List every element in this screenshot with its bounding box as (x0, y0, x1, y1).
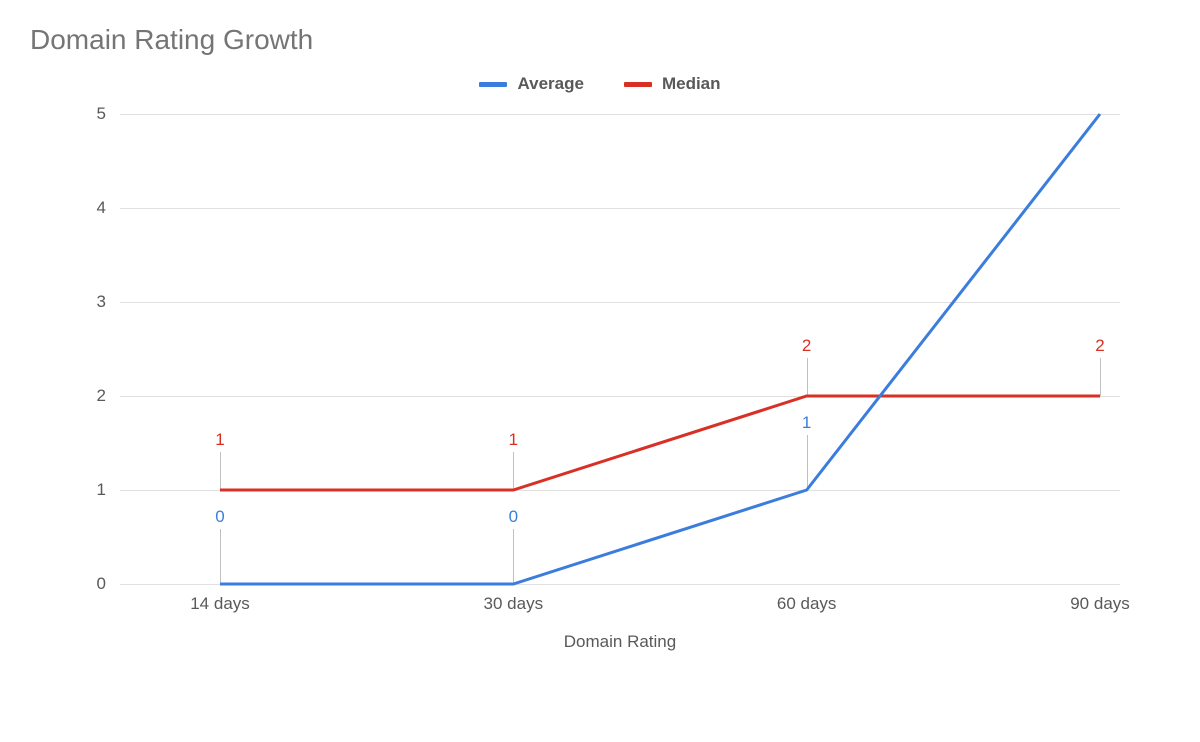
y-tick-label: 3 (97, 292, 120, 312)
legend-item-median[interactable]: Median (624, 74, 721, 94)
chart-title: Domain Rating Growth (30, 24, 1160, 56)
legend-item-average[interactable]: Average (479, 74, 583, 94)
chart-legend: Average Median (40, 74, 1160, 94)
y-tick-label: 2 (97, 386, 120, 406)
legend-swatch-median (624, 82, 652, 87)
x-tick-label: 60 days (777, 584, 837, 614)
legend-label-average: Average (517, 74, 583, 94)
series-line-median (220, 396, 1100, 490)
series-line-average (220, 114, 1100, 584)
y-tick-label: 5 (97, 104, 120, 124)
x-tick-label: 30 days (484, 584, 544, 614)
y-tick-label: 1 (97, 480, 120, 500)
y-tick-label: 4 (97, 198, 120, 218)
chart-container: Domain Rating Growth Average Median 0 1 2 3… (0, 0, 1200, 742)
x-axis-title: Domain Rating (120, 632, 1120, 652)
chart-lines (120, 114, 1120, 584)
x-tick-label: 14 days (190, 584, 250, 614)
y-tick-label: 0 (97, 574, 120, 594)
legend-label-median: Median (662, 74, 721, 94)
plot-area: 01234514 days30 days60 days90 days112200… (120, 114, 1120, 652)
x-tick-label: 90 days (1070, 584, 1130, 614)
legend-swatch-average (479, 82, 507, 87)
